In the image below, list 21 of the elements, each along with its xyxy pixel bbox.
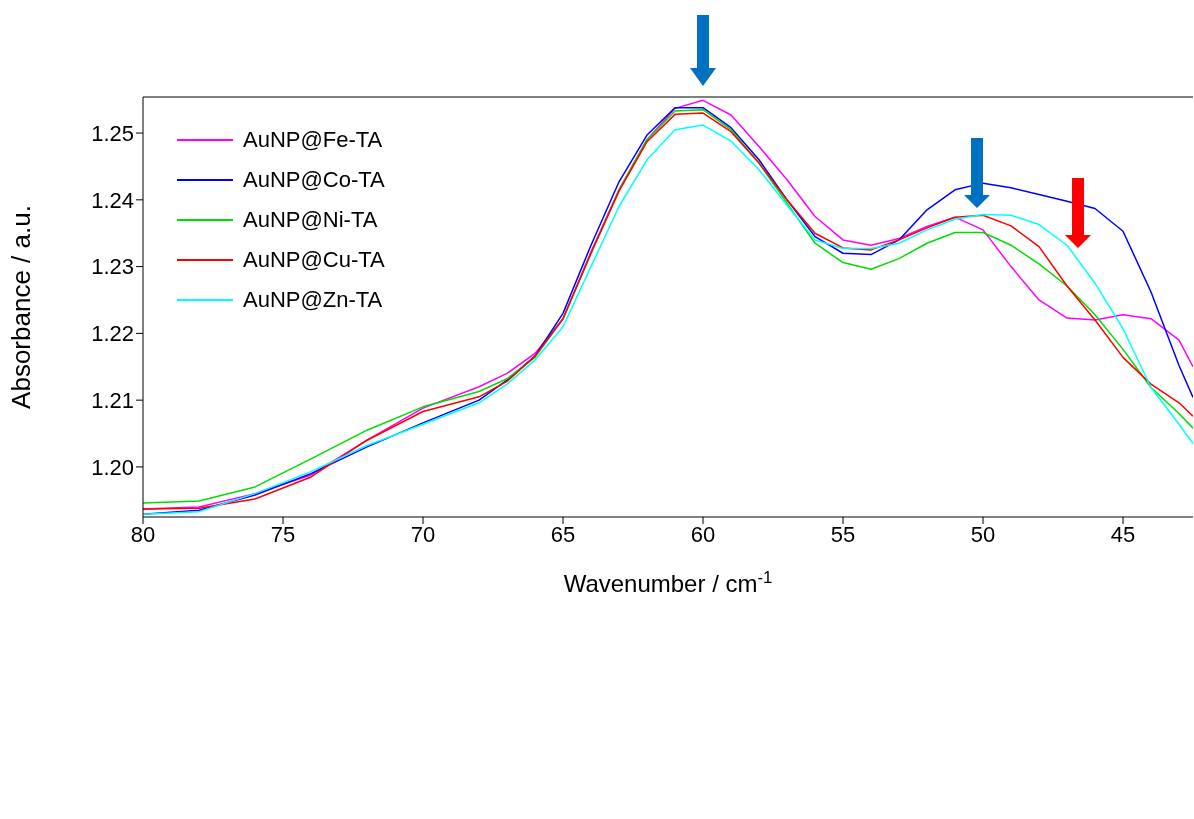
x-tick-label: 75 [270,521,296,547]
x-tick-label: 45 [1110,521,1136,547]
x-tick-label: 60 [690,521,716,547]
x-tick-label: 50 [970,521,996,547]
y-tick-label: 1.23 [91,254,134,280]
x-tick-label: 70 [410,521,436,547]
x-tick-label: 80 [130,521,156,547]
x-tick-label: 65 [550,521,576,547]
legend-label: AuNP@Cu-TA [243,247,385,273]
y-axis-title: Absorbance / a.u. [6,205,36,409]
y-tick-label: 1.22 [91,321,134,347]
y-tick-label: 1.20 [91,454,134,480]
legend-label: AuNP@Ni-TA [243,207,378,233]
y-tick-label: 1.25 [91,120,134,146]
legend-label: AuNP@Zn-TA [243,287,383,313]
x-tick-label: 55 [830,521,856,547]
y-tick-label: 1.24 [91,187,134,213]
legend-label: AuNP@Fe-TA [243,127,383,153]
legend-label: AuNP@Co-TA [243,167,385,193]
x-axis-title: Wavenumber / cm$^{-1}$ [563,567,773,597]
y-tick-label: 1.21 [91,387,134,413]
